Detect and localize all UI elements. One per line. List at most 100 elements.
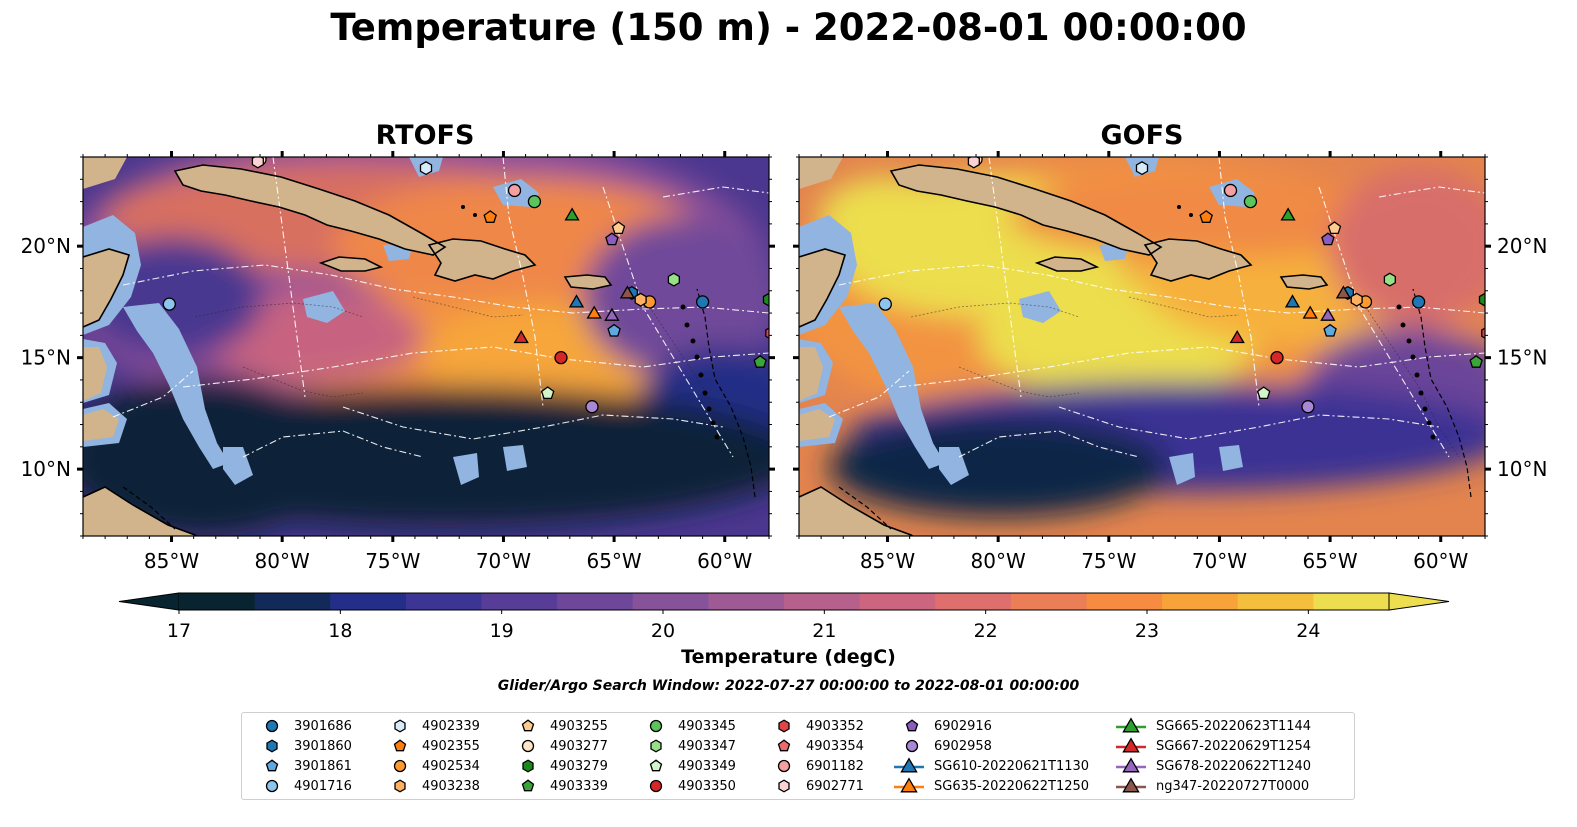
platform-marker <box>1481 327 1485 339</box>
colorbar-segment <box>859 593 936 610</box>
legend-label: 4903339 <box>550 778 608 794</box>
legend-label: SG667-20220629T1254 <box>1156 738 1312 754</box>
legend-marker <box>393 739 407 752</box>
platform-marker <box>162 297 176 311</box>
colorbar-tick-label: 23 <box>1135 620 1159 642</box>
legend-marker <box>777 759 791 773</box>
platform-marker <box>611 221 626 235</box>
legend-item: 6902916 <box>892 716 992 736</box>
search-window-text: Glider/Argo Search Window: 2022-07-27 00… <box>497 678 1080 694</box>
platform-marker <box>540 386 555 400</box>
colorbar-segment <box>481 593 558 610</box>
legend-marker <box>1122 757 1140 773</box>
colorbar-tick-label: 22 <box>974 620 998 642</box>
platform-marker <box>251 157 264 169</box>
legend-item: SG665-20220623T1144 <box>1114 716 1311 736</box>
platform-marker <box>772 338 784 349</box>
legend-marker <box>521 739 535 753</box>
legend-marker <box>777 739 791 752</box>
lat-tick-label: 10°N <box>21 457 71 481</box>
colorbar-segment <box>1010 593 1088 610</box>
legend-label: 4903347 <box>678 738 736 754</box>
panel-title-gofs: GOFS <box>1100 120 1184 151</box>
lon-tick-label: 75°W <box>365 549 420 573</box>
legend-item: SG635-20220622T1250 <box>892 776 1089 796</box>
legend-item: 4903345 <box>636 716 736 736</box>
platform-marker <box>554 350 568 365</box>
panel-title-rtofs: RTOFS <box>375 120 475 151</box>
colorbar-segment <box>1086 593 1163 610</box>
legend-item: 4902355 <box>380 736 480 756</box>
legend-marker <box>778 779 790 793</box>
legend-label: 4903279 <box>550 758 608 774</box>
legend-label: SG610-20220621T1130 <box>934 758 1090 774</box>
legend-item: 4901716 <box>252 776 352 796</box>
legend-label: 3901861 <box>294 758 352 774</box>
legend-item: 6902958 <box>892 736 992 756</box>
legend-item: 4903347 <box>636 736 736 756</box>
colorbar-label: Temperature (degC) <box>681 646 896 668</box>
platform-marker <box>695 295 710 309</box>
legend-label: 4902534 <box>422 758 480 774</box>
legend-marker <box>266 739 278 753</box>
colorbar-segment <box>935 593 1012 610</box>
colorbar-extend-max <box>1388 592 1450 611</box>
legend-marker <box>522 759 534 773</box>
lat-tick-label: 15°N <box>1497 346 1547 370</box>
legend-marker <box>393 759 407 773</box>
legend-label: 4903238 <box>422 778 480 794</box>
legend-marker <box>649 779 663 793</box>
platform-marker <box>605 232 619 246</box>
legend-label: 6902958 <box>934 738 992 754</box>
legend-marker <box>265 759 279 772</box>
platform-markers-gofs <box>878 157 1485 414</box>
platform-marker <box>1327 221 1342 235</box>
lon-tick-label: 70°W <box>476 549 531 573</box>
legend-marker <box>900 777 918 793</box>
colorbar-segment <box>1162 593 1239 610</box>
legend-label: SG665-20220623T1144 <box>1156 718 1312 734</box>
colorbar-extend-min <box>118 592 180 611</box>
legend-label: 4903345 <box>678 718 736 734</box>
platform-marker <box>513 330 529 344</box>
legend-item: 4903277 <box>508 736 608 756</box>
legend-item: ng347-20220727T0000 <box>1114 776 1309 796</box>
legend-label: 4903349 <box>678 758 736 774</box>
colorbar-tick-label: 19 <box>490 620 514 642</box>
lon-tick-label: 65°W <box>1302 549 1357 573</box>
platform-marker <box>1280 207 1296 221</box>
lon-tick-label: 85°W <box>860 549 915 573</box>
colorbar-tick-label: 18 <box>328 620 352 642</box>
colorbar-segment <box>254 593 331 610</box>
colorbar-segment <box>1237 593 1314 610</box>
platform-marker <box>1321 232 1335 246</box>
legend-marker <box>521 719 535 732</box>
legend-item: 3901686 <box>252 716 352 736</box>
platform-marker <box>527 194 542 209</box>
legend: 3901686 3901860 3901861 4901716 4902339 49023… <box>241 712 1355 800</box>
lat-tick-label: 15°N <box>21 346 71 370</box>
platform-marker <box>1301 400 1315 414</box>
legend-marker <box>394 779 406 793</box>
lat-tick-label: 20°N <box>1497 234 1547 258</box>
legend-item: SG667-20220629T1254 <box>1114 736 1311 756</box>
axis-ticks-rtofs: 85°W 80°W 75°W 70°W 65°W 60°W 10°N 15°N 20°N <box>21 151 775 573</box>
legend-item: 4903349 <box>636 756 736 776</box>
platform-marker <box>667 272 680 287</box>
legend-marker <box>265 779 279 793</box>
legend-item: 4903339 <box>508 776 608 796</box>
legend-label: 4903255 <box>550 718 608 734</box>
platform-marker <box>1469 354 1483 368</box>
legend-label: 6902916 <box>934 718 992 734</box>
lon-tick-label: 70°W <box>1192 549 1247 573</box>
legend-item: 4903352 <box>764 716 864 736</box>
legend-marker <box>900 757 918 773</box>
legend-label: 4903352 <box>806 718 864 734</box>
platform-marker <box>1320 307 1336 321</box>
legend-marker <box>649 759 663 772</box>
legend-marker <box>521 779 535 792</box>
legend-item: SG610-20220621T1130 <box>892 756 1089 776</box>
legend-label: 6901182 <box>806 758 864 774</box>
legend-label: 4903350 <box>678 778 736 794</box>
